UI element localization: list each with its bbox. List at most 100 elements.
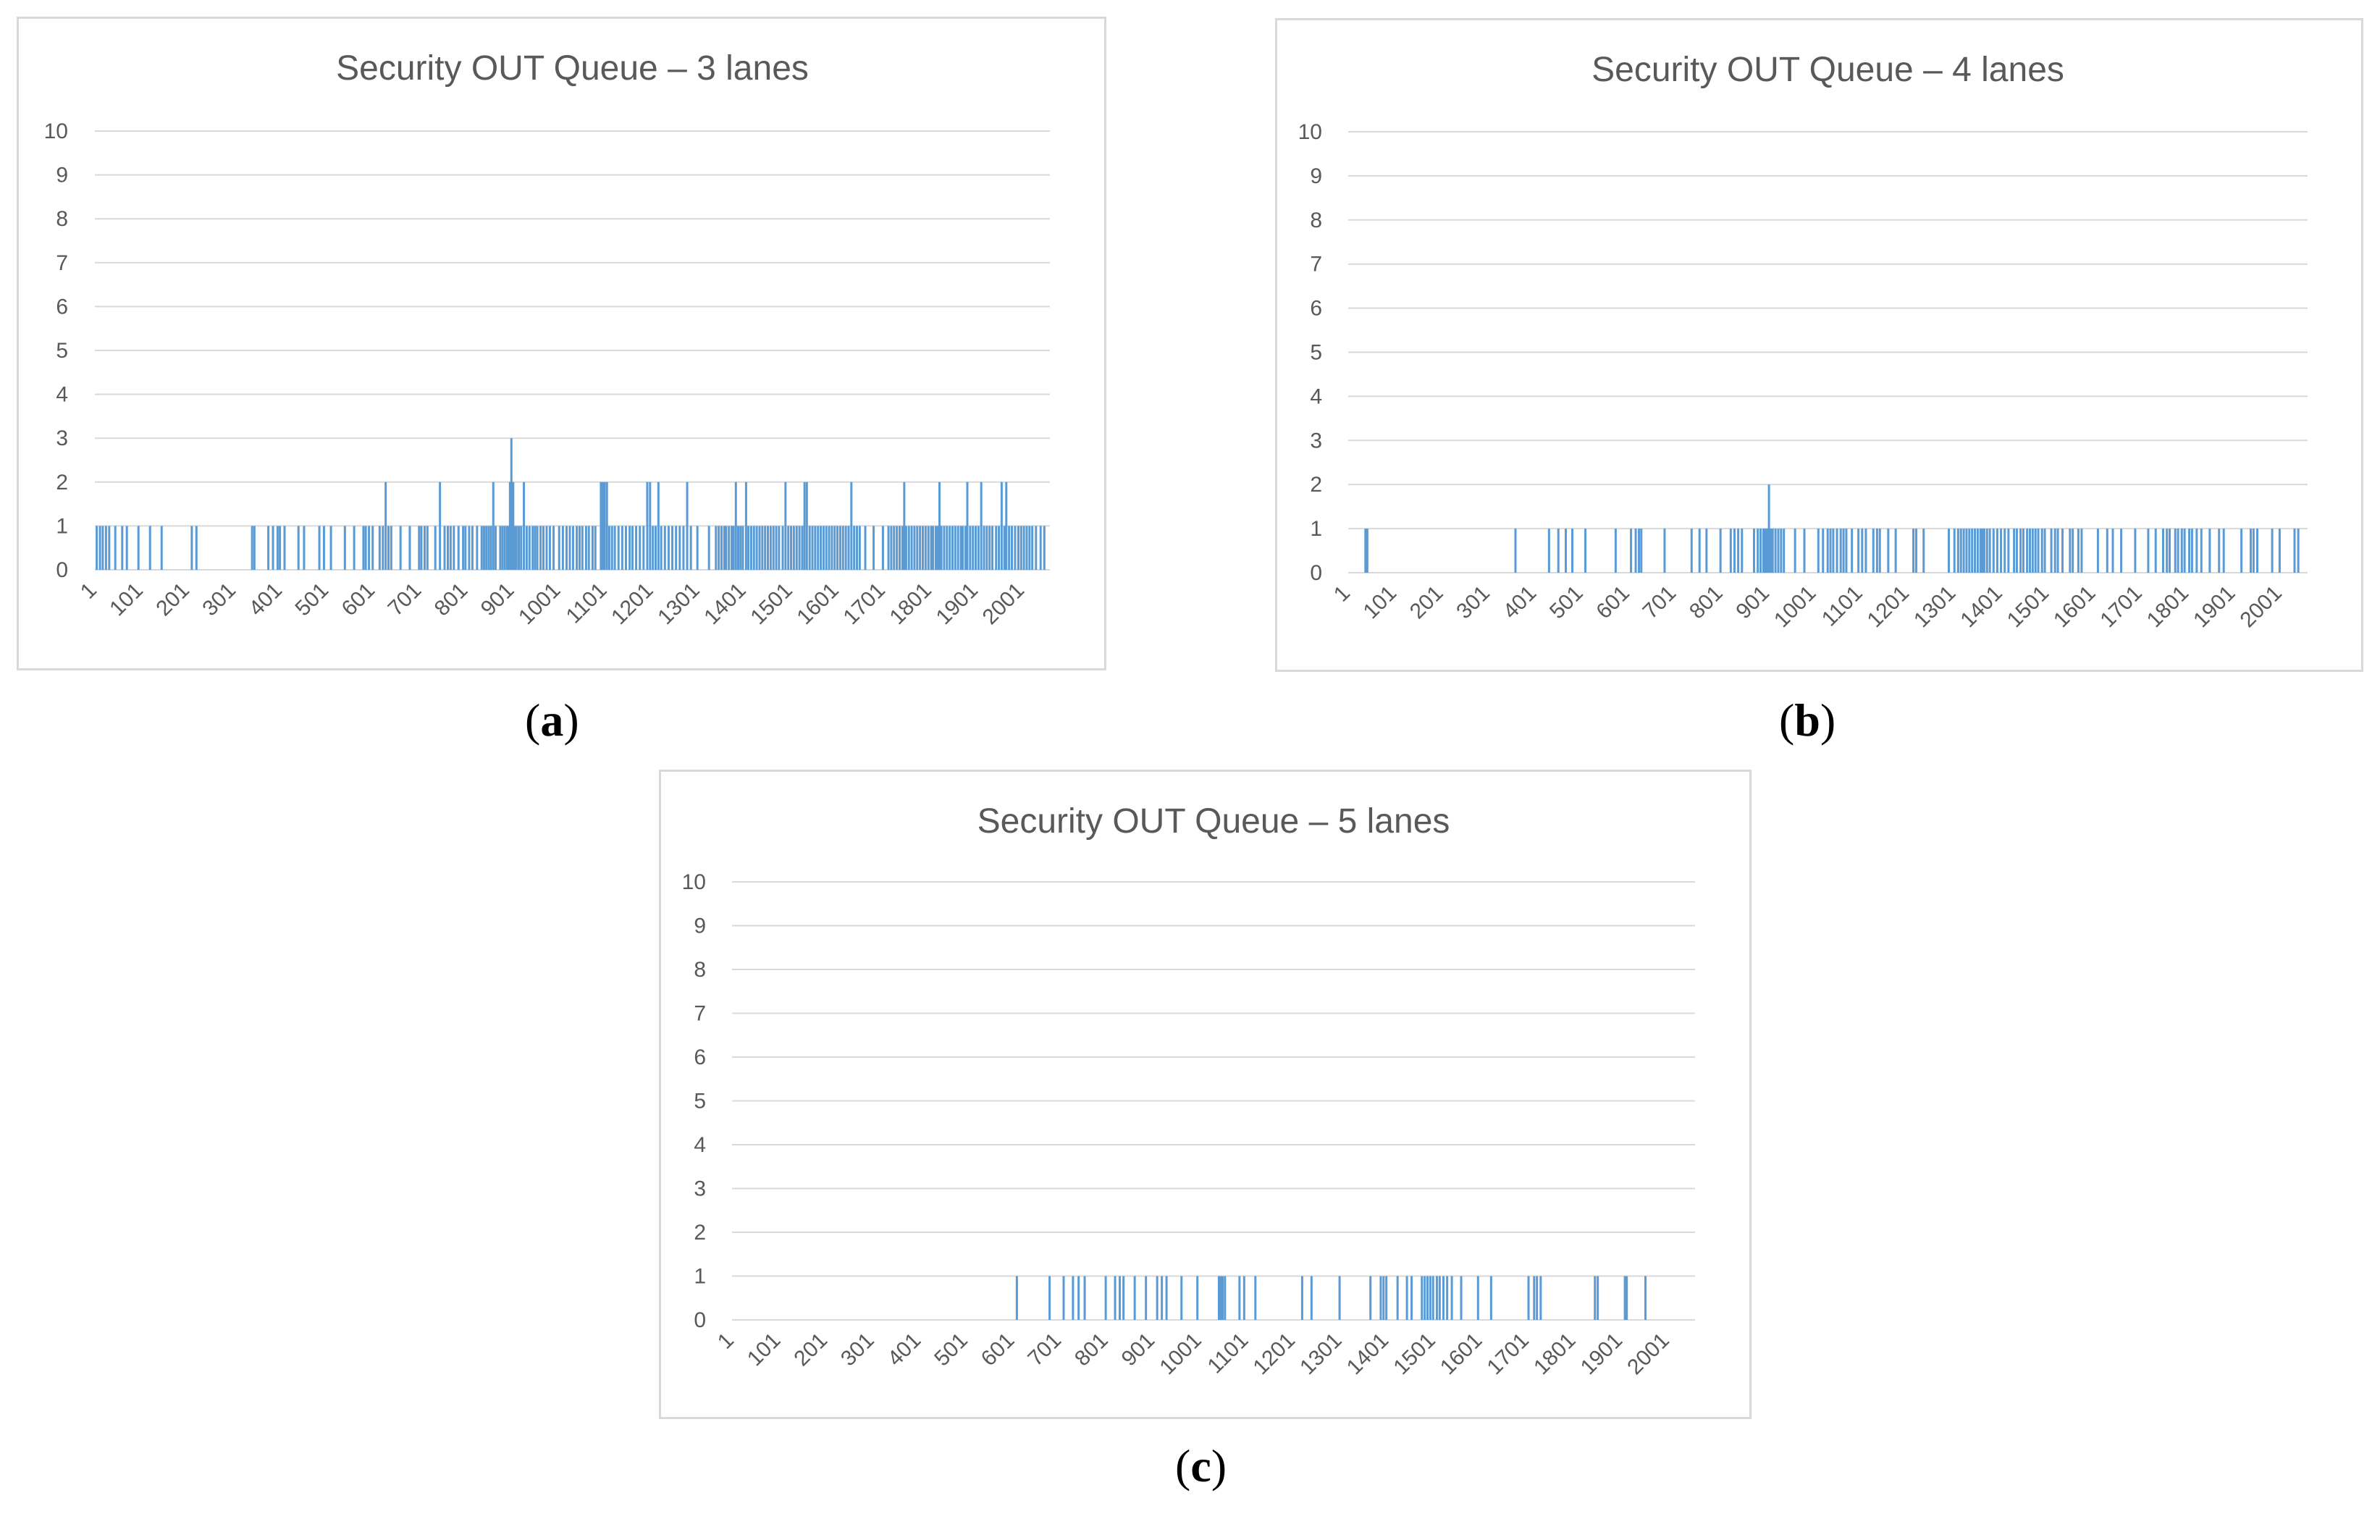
x-tick-label: 1501 — [746, 578, 797, 630]
x-tick-label: 101 — [743, 1329, 786, 1371]
bar — [503, 526, 506, 570]
bar — [1238, 1276, 1241, 1320]
x-tick-label: 701 — [1023, 1329, 1066, 1371]
x-tick-label: 1701 — [1483, 1329, 1534, 1380]
x-tick-label: 1601 — [792, 578, 844, 630]
bar — [2026, 529, 2029, 573]
bar — [838, 526, 841, 570]
bar — [2134, 529, 2137, 573]
chart-title-c: Security OUT Queue – 5 lanes — [977, 802, 1450, 841]
bar — [1382, 1276, 1385, 1320]
bar — [468, 526, 471, 570]
bar — [1224, 1276, 1227, 1320]
bar — [2120, 529, 2123, 573]
x-tick-label: 401 — [883, 1329, 926, 1371]
x-tick-label: 1301 — [653, 578, 705, 630]
bar — [195, 526, 198, 570]
y-tick-label: 1 — [56, 514, 68, 538]
bar — [844, 526, 847, 570]
x-tick-label: 201 — [1405, 581, 1448, 624]
bar — [1180, 1276, 1183, 1320]
bar — [2034, 529, 2037, 573]
bar — [966, 481, 969, 570]
bar — [125, 526, 128, 570]
bar — [464, 526, 467, 570]
bar — [998, 526, 1001, 570]
bar — [2222, 529, 2225, 573]
bar — [904, 526, 907, 570]
bar — [1971, 529, 1974, 573]
bar — [501, 526, 504, 570]
bar — [2249, 529, 2252, 573]
bar — [675, 526, 678, 570]
bar — [1114, 1276, 1117, 1320]
bar — [2003, 529, 2006, 573]
bar — [1864, 529, 1867, 573]
bar — [1887, 529, 1890, 573]
bar — [1133, 1276, 1136, 1320]
y-tick-label: 9 — [694, 914, 706, 938]
bar — [919, 526, 922, 570]
x-tick-label: 501 — [291, 578, 334, 621]
x-tick-label: 1701 — [2095, 581, 2147, 633]
bar — [2200, 529, 2203, 573]
bar — [1623, 1276, 1626, 1320]
bar — [814, 526, 817, 570]
y-tick-label: 5 — [56, 339, 68, 363]
bar — [1366, 529, 1368, 573]
bar — [1035, 526, 1038, 570]
bar — [758, 526, 761, 570]
bar — [587, 526, 590, 570]
bar — [787, 526, 790, 570]
bar — [382, 526, 384, 570]
bar — [471, 526, 474, 570]
bar — [1476, 1276, 1479, 1320]
bar — [696, 526, 699, 570]
bar — [903, 481, 906, 570]
bar — [1912, 529, 1915, 573]
chart-a-svg: Security OUT Queue – 3 lanes012345678910… — [44, 49, 1050, 630]
bar — [343, 526, 346, 570]
bar — [1421, 1276, 1424, 1320]
bar — [649, 481, 652, 570]
bar — [991, 526, 994, 570]
bar — [689, 526, 692, 570]
bar — [1219, 1276, 1222, 1320]
x-tick-label: 201 — [151, 578, 194, 621]
bar — [1145, 1276, 1148, 1320]
bar — [938, 481, 941, 570]
bar — [1122, 1276, 1125, 1320]
bar — [1630, 529, 1633, 573]
bar — [652, 526, 655, 570]
bar — [890, 526, 893, 570]
bar — [718, 526, 720, 570]
bar — [2208, 529, 2211, 573]
bar — [901, 526, 904, 570]
bar — [1698, 529, 1701, 573]
bar — [1777, 529, 1780, 573]
bar — [893, 526, 896, 570]
bar — [1533, 1276, 1536, 1320]
bar — [462, 526, 465, 570]
bar — [980, 481, 983, 570]
bar — [940, 526, 943, 570]
bar — [995, 526, 998, 570]
bar — [1953, 529, 1956, 573]
x-tick-label: 1601 — [2049, 581, 2101, 633]
bar — [801, 526, 804, 570]
bar — [2043, 529, 2046, 573]
bar — [772, 526, 775, 570]
bar — [850, 481, 853, 570]
bar — [1663, 529, 1666, 573]
x-tick-label: 301 — [198, 578, 240, 621]
bar — [578, 526, 581, 570]
bar — [121, 526, 124, 570]
y-tick-label: 4 — [1310, 384, 1322, 408]
bar — [1017, 526, 1019, 570]
bar — [2297, 529, 2300, 573]
bar — [2174, 529, 2177, 573]
bar — [2278, 529, 2281, 573]
y-tick-label: 4 — [56, 383, 68, 407]
bar — [1431, 1276, 1434, 1320]
y-tick-label: 8 — [694, 958, 706, 982]
